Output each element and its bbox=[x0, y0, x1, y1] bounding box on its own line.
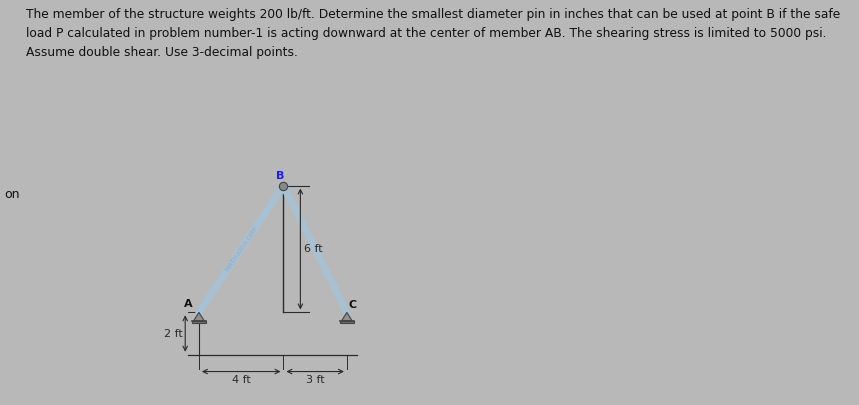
Polygon shape bbox=[342, 312, 352, 321]
Text: The member of the structure weights 200 lb/ft. Determine the smallest diameter p: The member of the structure weights 200 … bbox=[26, 8, 840, 59]
Bar bbox=[340, 321, 354, 324]
Polygon shape bbox=[193, 312, 204, 321]
Text: 3 ft: 3 ft bbox=[306, 375, 325, 385]
Text: 6 ft: 6 ft bbox=[303, 244, 322, 254]
Text: C: C bbox=[349, 300, 357, 310]
Text: A: A bbox=[184, 299, 192, 309]
Text: on: on bbox=[4, 188, 20, 201]
Text: MATHalino.com: MATHalino.com bbox=[224, 225, 259, 273]
Bar bbox=[192, 321, 206, 324]
Text: 2 ft: 2 ft bbox=[164, 328, 183, 339]
Text: B: B bbox=[276, 171, 284, 181]
Text: 4 ft: 4 ft bbox=[232, 375, 251, 385]
